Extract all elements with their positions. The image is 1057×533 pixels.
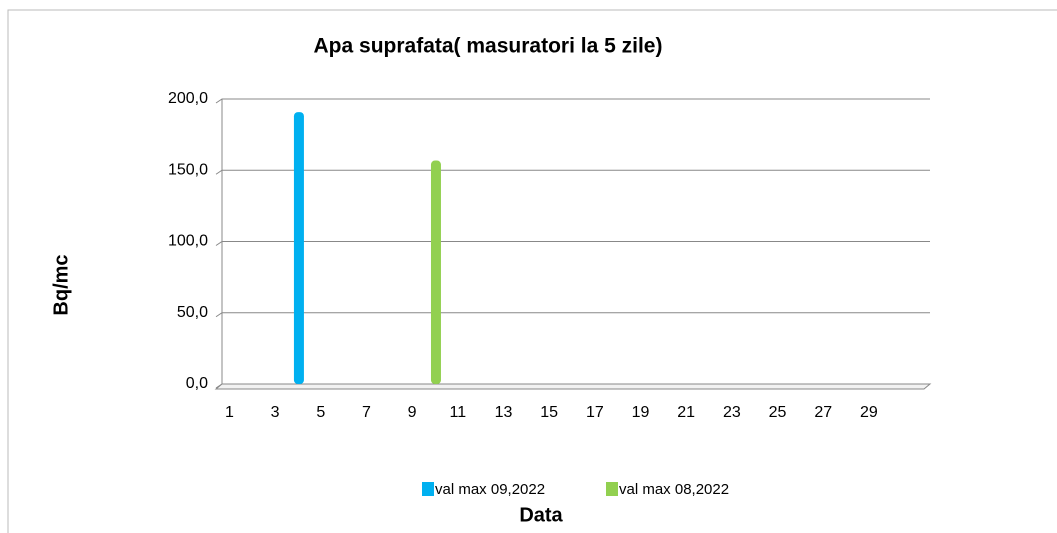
legend-swatch	[606, 482, 618, 496]
x-tick-label: 29	[860, 404, 878, 421]
x-tick-label: 25	[769, 404, 787, 421]
y-tick-label: 100,0	[168, 233, 208, 250]
x-tick-label: 7	[362, 404, 371, 421]
x-tick-label: 13	[495, 404, 513, 421]
y-tick-label: 150,0	[168, 161, 208, 178]
legend-swatch	[422, 482, 434, 496]
y-tick-label: 50,0	[177, 304, 208, 321]
y-tick-label: 0,0	[186, 375, 208, 392]
x-tick-label: 9	[408, 404, 417, 421]
x-tick-label: 1	[225, 404, 234, 421]
frame	[7, 9, 1057, 533]
legend-label: val max 09,2022	[435, 481, 545, 498]
floor	[214, 383, 932, 390]
x-tick-label: 23	[723, 404, 741, 421]
bar	[430, 160, 441, 384]
y-axis-label: Bq/mc	[50, 254, 72, 315]
x-tick-label: 15	[540, 404, 558, 421]
grid-line	[215, 241, 930, 246]
chart-title: Apa suprafata( masuratori la 5 zile)	[314, 35, 663, 58]
x-tick-label: 27	[814, 404, 832, 421]
legend-label: val max 08,2022	[619, 481, 729, 498]
x-tick-label: 17	[586, 404, 604, 421]
x-tick-label: 11	[450, 404, 467, 421]
x-tick-label: 3	[271, 404, 280, 421]
x-tick-label: 5	[316, 404, 325, 421]
x-tick-label: 19	[632, 404, 650, 421]
y-tick-label: 200,0	[168, 90, 208, 107]
x-axis-label: Data	[519, 504, 563, 526]
x-tick-label: 21	[677, 404, 695, 421]
grid-line	[215, 169, 930, 175]
bar	[293, 112, 304, 384]
grid-line	[215, 312, 930, 318]
grid-line	[215, 98, 930, 104]
